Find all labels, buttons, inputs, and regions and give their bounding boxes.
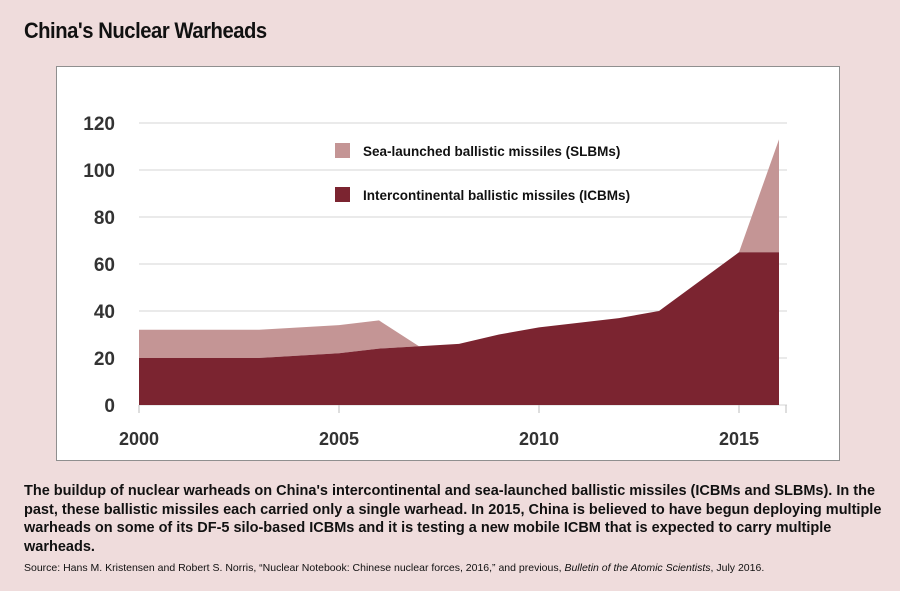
source-journal: Bulletin of the Atomic Scientists <box>564 562 711 574</box>
legend-label: Intercontinental ballistic missiles (ICB… <box>363 188 630 203</box>
x-tick-label: 2000 <box>119 429 159 449</box>
chart-title: China's Nuclear Warheads <box>24 18 267 43</box>
series-area-slbm <box>139 139 779 358</box>
y-tick-label: 40 <box>94 302 115 323</box>
y-tick-label: 80 <box>94 208 115 229</box>
y-axis: 0 20 40 60 80 100 120 <box>83 114 115 417</box>
legend-swatch <box>335 187 350 202</box>
area-chart: 0 20 40 60 80 100 120 2000 2005 2010 2015 Sea-lau… <box>83 114 787 449</box>
series-area-icbm <box>139 252 779 405</box>
y-tick-label: 0 <box>104 396 115 417</box>
chart-panel: 0 20 40 60 80 100 120 2000 2005 2010 2015 Sea-lau… <box>56 66 840 461</box>
x-tick-label: 2015 <box>719 429 759 449</box>
x-tick-label: 2005 <box>319 429 359 449</box>
source-suffix: , July 2016. <box>710 562 765 574</box>
y-tick-label: 60 <box>94 255 115 276</box>
source-prefix: Source: Hans M. Kristensen and Robert S.… <box>24 562 565 574</box>
x-tick-label: 2010 <box>519 429 559 449</box>
caption: The buildup of nuclear warheads on China… <box>24 483 882 555</box>
y-tick-label: 100 <box>83 161 115 182</box>
series-areas <box>139 139 779 405</box>
legend: Sea-launched ballistic missiles (SLBMs) I… <box>335 143 630 203</box>
y-tick-label: 20 <box>94 349 115 370</box>
y-tick-label: 120 <box>83 114 115 135</box>
legend-swatch <box>335 143 350 158</box>
x-axis: 2000 2005 2010 2015 <box>119 405 787 449</box>
legend-label: Sea-launched ballistic missiles (SLBMs) <box>363 144 620 159</box>
source-note: Source: Hans M. Kristensen and Robert S.… <box>24 562 894 574</box>
